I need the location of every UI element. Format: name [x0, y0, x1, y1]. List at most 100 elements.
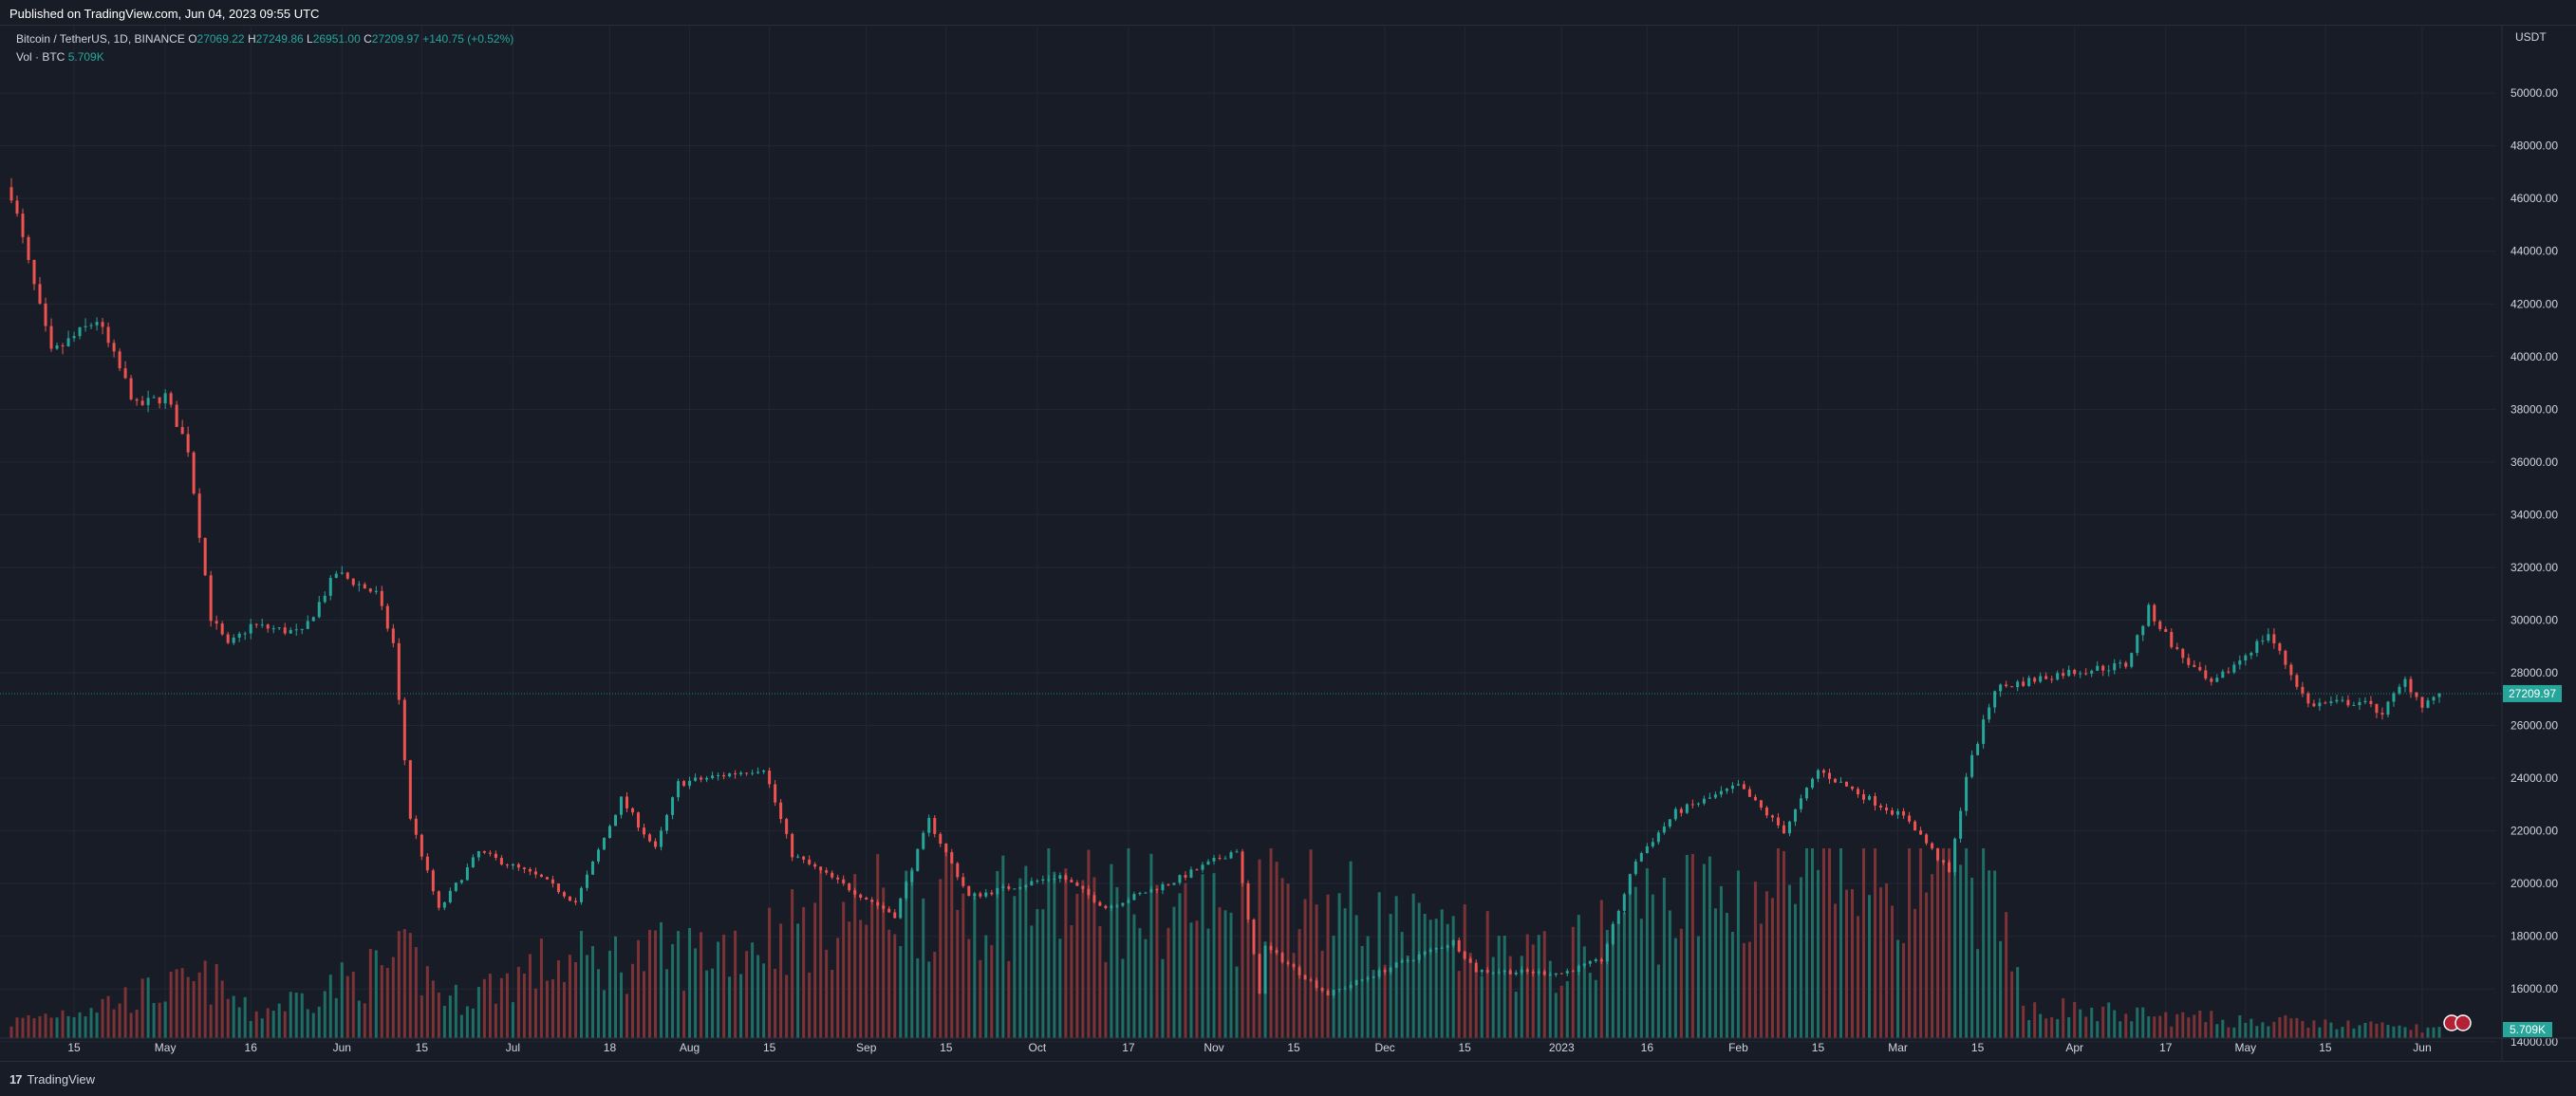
- volume-bar: [2437, 1027, 2441, 1038]
- volume-bar: [1531, 944, 1535, 1038]
- candle-body: [1503, 970, 1506, 973]
- volume-bar: [1041, 909, 1045, 1038]
- volume-bar: [1902, 942, 1906, 1038]
- candle-body: [2062, 673, 2065, 677]
- x-tick-label: 15: [1459, 1041, 1472, 1054]
- volume-bar: [2255, 1026, 2259, 1038]
- tradingview-brand[interactable]: 17 TradingView: [9, 1072, 95, 1087]
- volume-bar: [1075, 894, 1079, 1038]
- candle-body: [1241, 851, 1244, 883]
- y-tick-label: 48000.00: [2511, 139, 2558, 153]
- volume-bar: [84, 1016, 87, 1038]
- candle-body: [1645, 845, 1649, 854]
- candle-body: [643, 827, 646, 835]
- candle-body: [260, 624, 264, 626]
- symbol-label[interactable]: Bitcoin / TetherUS, 1D, BINANCE: [16, 32, 185, 46]
- volume-bar: [1851, 888, 1855, 1038]
- volume-bar: [2027, 1020, 2031, 1038]
- candle-body: [106, 326, 110, 344]
- volume-bar: [2164, 1012, 2168, 1038]
- candle-body: [2039, 676, 2043, 682]
- volume-bar: [2426, 1027, 2430, 1038]
- candle-body: [933, 818, 937, 834]
- volume-bar: [1736, 870, 1740, 1038]
- volume-bar: [1417, 902, 1421, 1038]
- x-tick-label: May: [2235, 1041, 2257, 1054]
- volume-bar: [300, 993, 304, 1038]
- candle-body: [1252, 920, 1256, 955]
- volume-bar: [1092, 877, 1096, 1038]
- candle-body: [1121, 902, 1125, 906]
- volume-bar: [756, 955, 760, 1038]
- candle-body: [1144, 892, 1148, 894]
- volume-bar: [2409, 1030, 2413, 1038]
- volume-bar: [967, 938, 971, 1038]
- volume-bar: [1874, 848, 1877, 1038]
- volume-bar: [1036, 908, 1039, 1038]
- candle-body: [158, 397, 161, 404]
- candle-body: [311, 617, 315, 622]
- volume-bar: [1241, 859, 1244, 1038]
- volume-bar: [2369, 1021, 2373, 1038]
- candle-body: [956, 863, 960, 878]
- volume-bar: [55, 1017, 59, 1038]
- last-volume-label: 5.709K: [2510, 1023, 2546, 1036]
- x-tick-label: Feb: [1728, 1041, 1748, 1054]
- volume-bar: [882, 887, 886, 1038]
- volume-bar: [2238, 1014, 2242, 1038]
- y-tick-label: 18000.00: [2511, 930, 2558, 943]
- candle-body: [1195, 869, 1199, 871]
- volume-bar: [2380, 1022, 2384, 1038]
- candle-body: [1662, 826, 1666, 833]
- candle-body: [705, 777, 709, 780]
- volume-bar: [2244, 1022, 2248, 1038]
- volume-bar: [1514, 992, 1518, 1038]
- candle-body: [232, 637, 235, 643]
- candle-body: [1673, 808, 1677, 820]
- candle-body: [2420, 697, 2424, 708]
- volume-bar: [2363, 1023, 2367, 1038]
- volume-bar: [1845, 889, 1849, 1038]
- volume-bar: [1696, 936, 1700, 1038]
- candle-body: [72, 336, 76, 339]
- volume-bar: [66, 1015, 70, 1038]
- candle-body: [488, 852, 492, 854]
- candle-body: [1816, 770, 1820, 779]
- high-value: 27249.86: [255, 32, 304, 46]
- volume-bar: [654, 930, 658, 1038]
- candle-body: [2227, 671, 2231, 673]
- volume-bar: [2033, 1002, 2037, 1038]
- candle-body: [522, 867, 526, 869]
- volume-bar: [129, 1012, 133, 1038]
- volume-bar: [2215, 1024, 2219, 1038]
- volume-bar: [2187, 1017, 2191, 1038]
- volume-bar: [705, 970, 709, 1038]
- volume-bar: [226, 998, 230, 1038]
- volume-bar: [1434, 919, 1438, 1038]
- candle-body: [979, 893, 982, 897]
- candle-body: [1354, 979, 1358, 985]
- volume-bar: [1389, 914, 1392, 1038]
- candle-body: [711, 775, 715, 778]
- candle-body: [1810, 778, 1814, 789]
- candle-body: [425, 856, 429, 871]
- volume-label[interactable]: Vol · BTC: [16, 50, 65, 64]
- price-chart[interactable]: 50000.00 48000.00 46000.00 44000.00 42000.00…: [0, 25, 2576, 1061]
- volume-bar: [808, 972, 812, 1038]
- candle-body: [169, 393, 173, 405]
- x-tick-label: 15: [940, 1041, 953, 1054]
- candle-body: [1868, 796, 1872, 800]
- candle-body: [2437, 693, 2441, 697]
- volume-bar: [1673, 938, 1677, 1038]
- close-label: C: [364, 32, 372, 46]
- candle-body: [533, 871, 537, 875]
- volume-bar: [1485, 911, 1489, 1038]
- volume-bar: [146, 977, 150, 1038]
- volume-bar: [865, 924, 868, 1038]
- candle-body: [1616, 910, 1620, 924]
- candle-body: [1058, 875, 1062, 879]
- x-tick-label: 17: [2159, 1041, 2173, 1054]
- volume-bar: [334, 997, 338, 1038]
- candle-body: [756, 771, 760, 773]
- volume-bar: [899, 946, 903, 1038]
